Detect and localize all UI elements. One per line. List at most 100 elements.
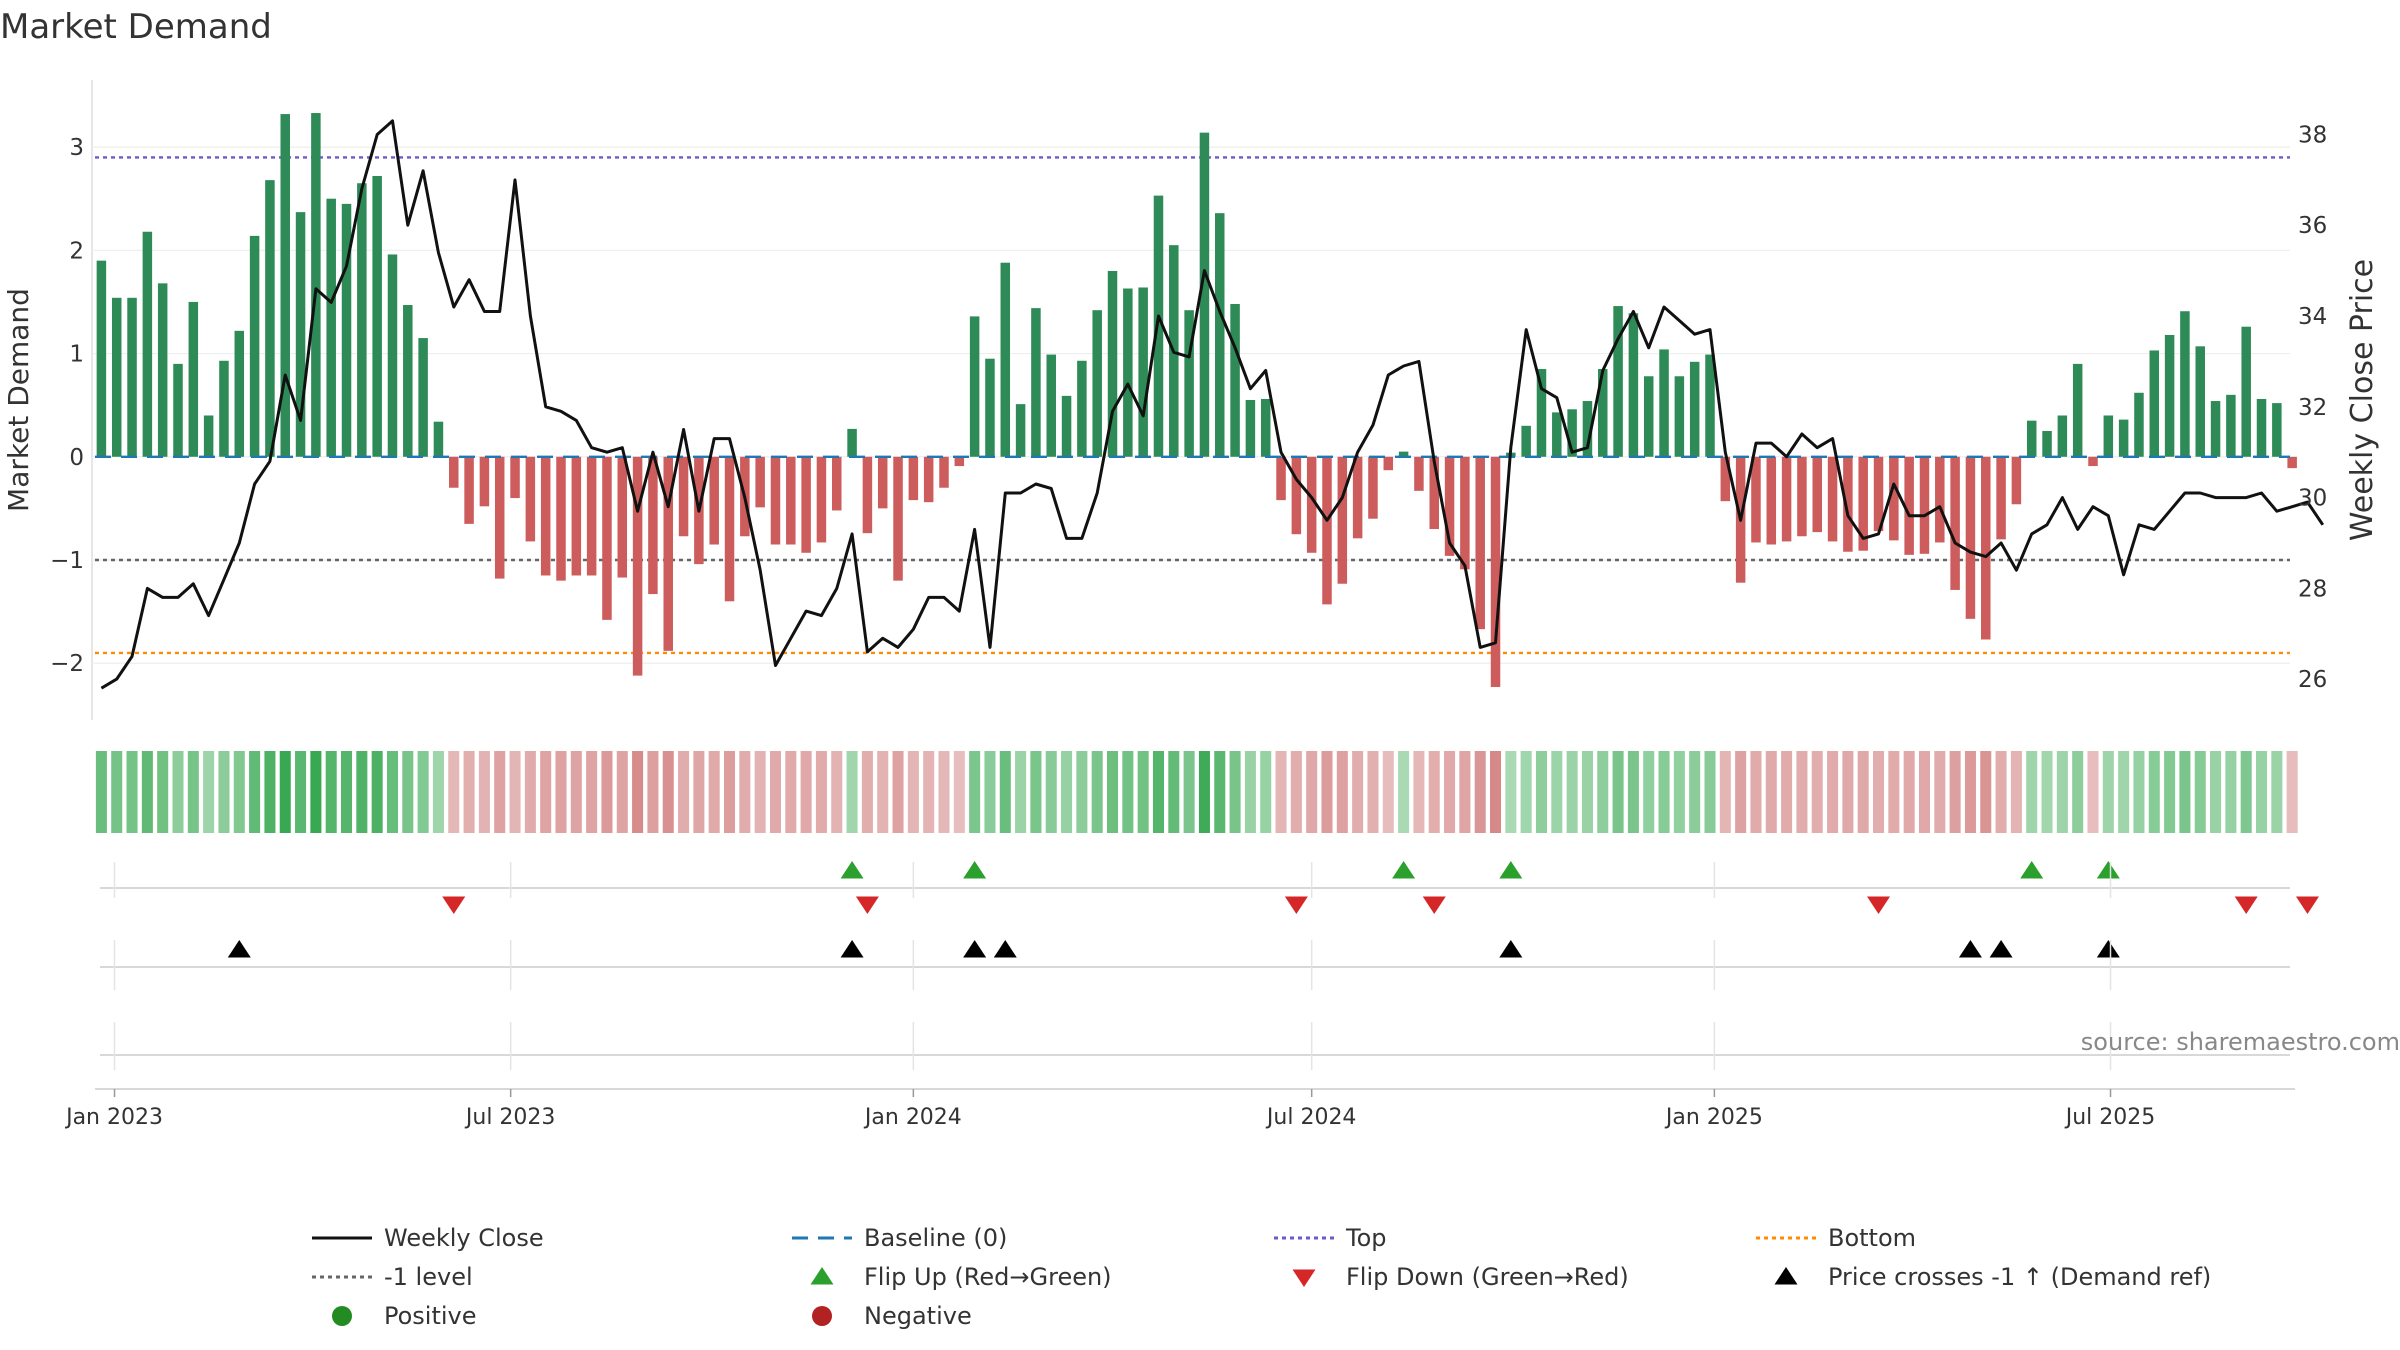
demand-bar <box>1184 310 1194 457</box>
y-right-tick-labels: 26 28 30 32 34 36 38 <box>2298 122 2327 693</box>
demand-bar <box>1659 349 1669 457</box>
demand-bar <box>801 456 811 553</box>
demand-bar <box>540 456 551 576</box>
demand-bar <box>1337 456 1348 584</box>
demand-bar <box>1766 456 1777 545</box>
heat-cell <box>1336 751 1348 833</box>
heat-cell <box>846 751 858 833</box>
legend-label: Top <box>1345 1224 1387 1252</box>
demand-bar <box>1245 400 1256 457</box>
heat-cell <box>1183 751 1195 833</box>
x-tick-label: Jan 2023 <box>64 1105 163 1130</box>
level-lines <box>95 156 2290 655</box>
heat-cell <box>1842 751 1854 833</box>
demand-bar <box>923 456 934 503</box>
demand-bar <box>1552 412 1562 457</box>
demand-bar <box>2195 346 2205 457</box>
demand-bar <box>1873 456 1884 532</box>
demand-bar <box>157 283 168 457</box>
flip-down-marker <box>2234 896 2258 914</box>
heat-cell <box>540 751 552 833</box>
demand-bar <box>1230 304 1240 457</box>
heat-cell <box>570 751 582 833</box>
demand-bar <box>1429 456 1439 530</box>
flip-up-marker <box>1499 861 1523 879</box>
demand-bar <box>1107 270 1118 457</box>
weekly-close-series <box>100 119 2325 690</box>
demand-bar <box>525 456 536 542</box>
heat-cell <box>647 751 659 833</box>
legend-swatch <box>1292 1269 1316 1287</box>
flip-row <box>100 861 2319 914</box>
demand-bar <box>1904 456 1914 555</box>
heat-cell <box>2240 751 2252 833</box>
demand-bar <box>1582 401 1593 457</box>
heat-cell <box>1827 751 1839 833</box>
y-left-tick-label: −2 <box>50 651 84 677</box>
heat-cell <box>907 751 919 833</box>
demand-bar <box>280 114 290 457</box>
demand-bar <box>449 456 459 488</box>
demand-bar <box>2287 456 2297 469</box>
heat-cell <box>1428 751 1440 833</box>
flip-up-marker <box>963 861 987 879</box>
heat-cell <box>938 751 950 833</box>
demand-bar <box>2026 420 2037 457</box>
heat-cell <box>892 751 904 833</box>
demand-bar <box>1996 456 2006 540</box>
heat-cell <box>1643 751 1655 833</box>
legend: Weekly Close Baseline (0) Top Bottom -1 leve… <box>312 1224 2211 1330</box>
flip-down-marker <box>442 896 466 914</box>
legend-item: Bottom <box>1756 1224 1916 1252</box>
legend-label: Positive <box>384 1302 477 1330</box>
demand-bar <box>832 456 842 511</box>
heat-cell <box>800 751 812 833</box>
flip-up-marker <box>2096 861 2120 879</box>
heat-cell <box>601 751 613 833</box>
legend-swatch <box>810 1267 834 1285</box>
price-cross-marker <box>2096 940 2120 958</box>
flip-down-marker <box>855 896 879 914</box>
demand-bar <box>1889 456 1899 541</box>
demand-heat-strip <box>95 751 2298 833</box>
main-panel: −2 −1 0 1 2 3 26 28 30 32 34 36 38 Market Demand We… <box>2 80 2380 720</box>
y-right-tick-label: 28 <box>2298 576 2327 602</box>
heat-cell <box>1888 751 1900 833</box>
demand-bar <box>433 421 444 457</box>
y-right-tick-label: 26 <box>2298 667 2327 693</box>
legend-item: Weekly Close <box>312 1224 544 1252</box>
demand-bar <box>1475 456 1485 630</box>
demand-bar <box>311 113 321 457</box>
demand-bar <box>326 198 336 457</box>
legend-item: Positive <box>332 1302 477 1330</box>
y-left-tick-label: 3 <box>69 135 84 161</box>
heat-cell <box>1873 751 1885 833</box>
flip-up-marker <box>2020 861 2044 879</box>
heat-cell <box>494 751 506 833</box>
heat-cell <box>1627 751 1639 833</box>
heat-cell <box>1918 751 1930 833</box>
demand-bar <box>2118 419 2129 457</box>
demand-bar <box>418 338 428 457</box>
heat-cell <box>1152 751 1164 833</box>
demand-bar <box>1046 354 1056 457</box>
heat-cell <box>2026 751 2038 833</box>
heat-cell <box>616 751 628 833</box>
heat-cell <box>1076 751 1088 833</box>
demand-bar <box>234 330 245 457</box>
demand-bar <box>786 456 796 545</box>
demand-bar <box>494 456 505 579</box>
demand-bar <box>1490 456 1501 687</box>
demand-bar <box>632 456 643 676</box>
demand-bar <box>678 456 689 537</box>
heat-cell <box>1015 751 1027 833</box>
heat-cell <box>509 751 521 833</box>
heat-cell <box>325 751 337 833</box>
heat-cell <box>187 751 199 833</box>
legend-swatch <box>1774 1267 1798 1285</box>
heat-cell <box>1367 751 1379 833</box>
legend-item: Flip Down (Green→Red) <box>1292 1263 1629 1291</box>
heat-cell <box>831 751 843 833</box>
demand-bar <box>341 203 352 457</box>
